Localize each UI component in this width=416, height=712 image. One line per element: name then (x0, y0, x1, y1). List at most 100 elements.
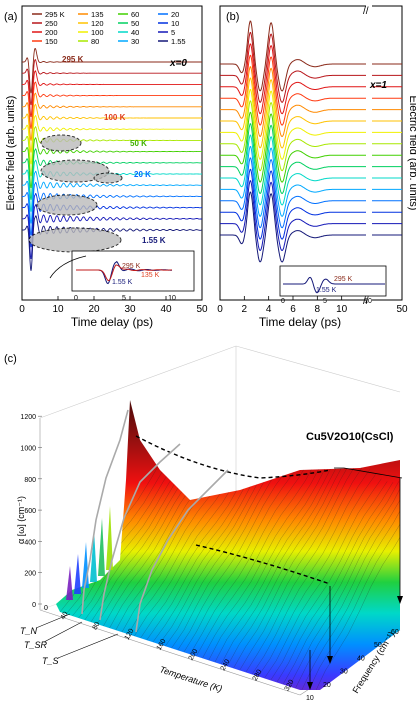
mesh-line (214, 460, 336, 663)
xtick-label: 0 (217, 304, 223, 315)
xtick-label: 10 (52, 304, 64, 315)
ztick-label: 1200 (20, 414, 36, 421)
panel-b: // // x=1 (b) 295 K 1.55 K 0 5 10 0 2 4 6 8 1… (217, 4, 416, 329)
panel-a-frame (21, 5, 203, 301)
inset-tick: 0 (281, 298, 285, 305)
panel-c-title: Cu5V2O10(CsCl) (306, 431, 394, 443)
inset-arrow (49, 255, 87, 279)
panel-a-annotation: x=0 (169, 58, 187, 69)
curve-label: 1.55 K (142, 236, 166, 245)
inset-trace (283, 276, 385, 294)
z-ticks: 0 200 400 600 800 1000 1200 (20, 414, 42, 609)
panel-c-label: (c) (4, 353, 17, 365)
trace-5 (22, 204, 203, 259)
mesh-line (258, 474, 376, 677)
marker-pointer (43, 621, 83, 643)
legend-entry: 100 (91, 28, 104, 37)
highlight-ellipse (36, 194, 98, 216)
trace-100 (22, 114, 202, 165)
temperature-tick: 80 (92, 621, 102, 631)
inset-frame (71, 250, 195, 292)
mesh-line (245, 464, 365, 673)
highlight-ellipse (93, 172, 123, 184)
panel-b-xticks: 0 2 4 6 8 10 50 (217, 296, 408, 315)
trace-120 (22, 103, 202, 153)
xtick-label: 30 (124, 304, 136, 315)
inset-tick: 5 (323, 298, 327, 305)
xtick-label: 2 (242, 304, 248, 315)
xtick-label: 6 (290, 304, 296, 315)
mesh-line (233, 458, 353, 669)
ztick-label: 0 (32, 602, 36, 609)
temperature-tick: 40 (60, 611, 70, 621)
panel-b-traces (220, 20, 402, 263)
xtick-label: 40 (160, 304, 172, 315)
inset-label: 135 K (141, 272, 160, 279)
panel-b-annotation: x=1 (369, 80, 387, 91)
mesh-line (301, 477, 400, 690)
spike (98, 518, 105, 576)
mesh-line (314, 480, 400, 690)
temperature-tick: 240 (220, 658, 232, 672)
mesh-line (289, 479, 400, 687)
spike (106, 506, 113, 570)
temperature-tick: 0 (44, 605, 48, 612)
ztick-label: 1000 (20, 446, 36, 453)
frequency-tick: 40 (357, 655, 365, 662)
trace-150 (22, 81, 202, 129)
inset-trace-295k (76, 264, 173, 282)
temperature-tick: 320 (284, 679, 296, 693)
inset-label: 295 K (334, 276, 353, 283)
curve-label: 295 K (62, 55, 84, 64)
panel-b-ylabel: Electric field (arb. units) (407, 96, 416, 211)
mesh-line (270, 481, 388, 681)
xtick-label: 50 (196, 304, 208, 315)
legend-entry: 295 K (45, 10, 65, 19)
mesh-line (252, 469, 370, 675)
panel-b-frame (219, 5, 403, 301)
tsr-marker-line (99, 443, 181, 621)
legend-entry: 40 (131, 28, 139, 37)
legend-entry: 1.55 (171, 37, 186, 46)
spike (90, 530, 97, 582)
mesh-line (276, 482, 394, 683)
mesh-line (183, 452, 307, 653)
frequency-ticks: 10 20 30 40 50 60 (306, 629, 399, 702)
arrow (334, 467, 403, 479)
z-axis-label: α [ω] (cm⁻¹) (16, 496, 26, 544)
temperature-label: Temperature (K) (158, 664, 223, 694)
axis-break (366, 4, 372, 304)
trace-200 (22, 70, 202, 118)
inset-tick: 10 (168, 295, 176, 302)
box-edge (235, 345, 401, 393)
legend-entry: 60 (131, 10, 139, 19)
frequency-tick: 20 (323, 682, 331, 689)
dashed-trend (195, 544, 331, 585)
highlight-ellipse (40, 159, 110, 183)
legend-entry: 250 (45, 19, 58, 28)
inset-label: 295 K (122, 263, 141, 270)
mesh-line (295, 478, 400, 689)
mesh-line (264, 478, 382, 679)
panel-a-label: (a) (4, 11, 17, 23)
trace-135 (22, 92, 202, 141)
panel-a-inset: 295 K 135 K 1.55 K 0 5 10 (71, 250, 195, 302)
xtick-label: 10 (336, 304, 348, 315)
frequency-tick: 50 (374, 642, 382, 649)
mesh-line (283, 481, 399, 685)
panel-a-xlabel: Time delay (ps) (71, 315, 153, 329)
frequency-tick: 60 (391, 629, 399, 636)
mesh-line (227, 458, 347, 667)
mesh-line (307, 478, 400, 690)
mesh-line (190, 455, 312, 655)
mesh-line (208, 460, 330, 661)
legend-entry: 80 (91, 37, 99, 46)
trace-250 (22, 59, 202, 106)
panel-b-label: (b) (226, 11, 239, 23)
panel-a: 295 K 100 K 50 K 20 K 1.55 K x=0 (a) 295… (4, 5, 208, 329)
panel-a-xticks: 0 10 20 30 40 50 (19, 296, 208, 315)
temperature-tick: 120 (124, 628, 136, 642)
mesh-line (221, 459, 341, 665)
